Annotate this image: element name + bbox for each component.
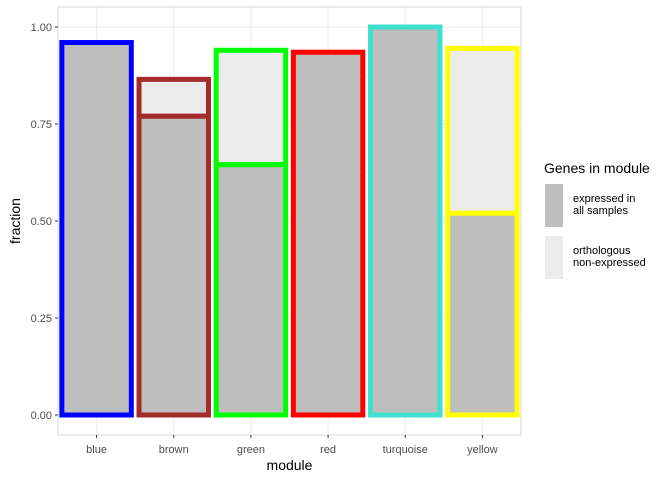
bar-group-blue [59, 40, 134, 418]
legend-label: expressed in [573, 193, 635, 205]
legend-label: all samples [573, 205, 629, 217]
bar-yellow-expressed [445, 210, 520, 418]
bar-yellow-non-expressed [445, 45, 520, 216]
x-axis-title: module [267, 457, 313, 473]
x-tick-label: turquoise [383, 444, 428, 456]
x-tick-label: yellow [467, 444, 498, 456]
x-tick-label: brown [159, 444, 189, 456]
x-tick-label: red [320, 444, 336, 456]
bar-group-green [213, 47, 289, 418]
bar-blue-expressed [59, 40, 134, 418]
bar-brown-expressed [136, 113, 211, 418]
x-tick-label: blue [86, 444, 107, 456]
legend-label: non-expressed [573, 257, 646, 269]
y-tick-label: 0.75 [31, 119, 52, 131]
bar-group-red [290, 49, 366, 418]
bar-group-turquoise [368, 24, 443, 418]
legend-label: orthologous [573, 245, 631, 257]
legend-key [545, 236, 563, 279]
bar-red-expressed [290, 49, 366, 418]
x-axis: blue brown green red turquoise yellow [86, 435, 498, 456]
y-tick-label: 0.50 [31, 216, 52, 228]
bar-green-non-expressed [213, 47, 289, 168]
bar-brown-non-expressed [136, 76, 211, 119]
x-tick-label: green [237, 444, 265, 456]
y-axis-title: fraction [7, 198, 23, 244]
legend-key [545, 184, 563, 227]
y-tick-label: 0.00 [31, 410, 52, 422]
y-axis: 0.00 0.25 0.50 0.75 1.00 [31, 22, 58, 422]
plot-panel [57, 6, 522, 436]
bar-green-expressed [213, 162, 289, 418]
y-tick-label: 0.25 [31, 313, 52, 325]
bar-turquoise-expressed [368, 24, 443, 418]
bar-group-yellow [445, 45, 520, 418]
legend-title: Genes in module [544, 160, 650, 176]
y-tick-label: 1.00 [31, 22, 52, 34]
bar-group-brown [136, 76, 211, 418]
